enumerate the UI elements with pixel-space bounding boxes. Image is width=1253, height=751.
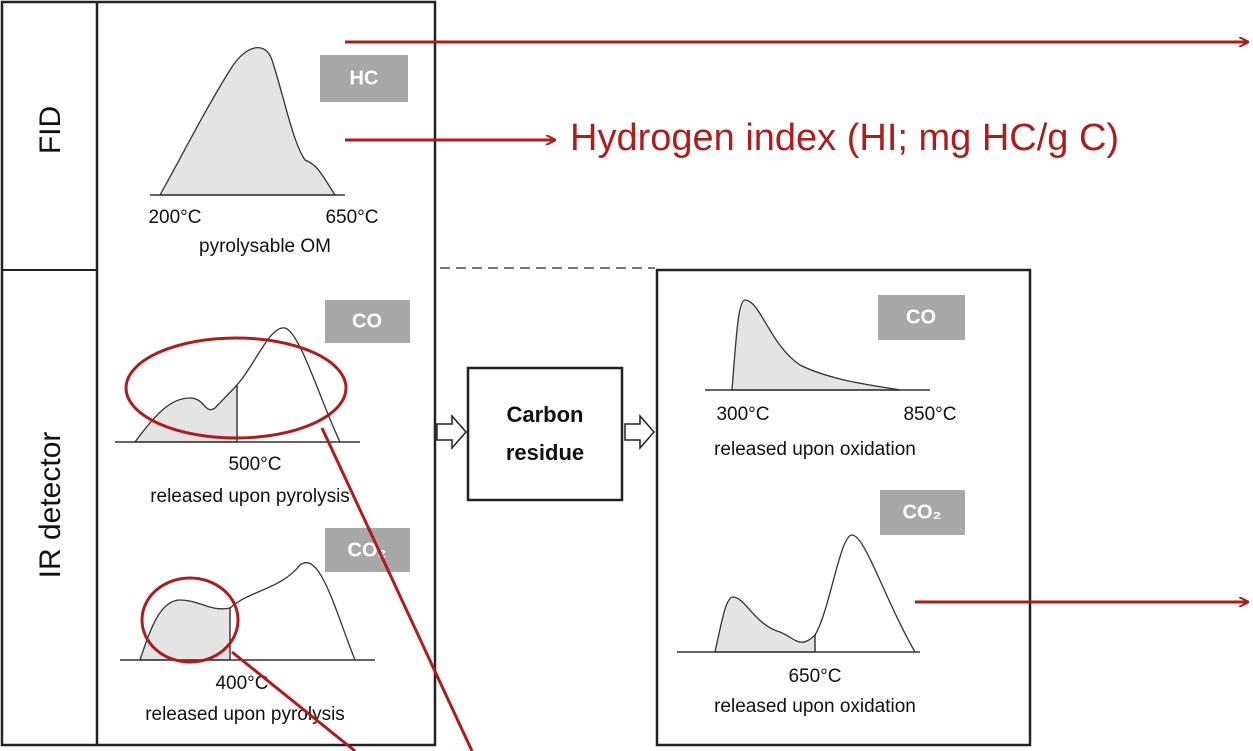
tag: CO₂ [348, 539, 387, 561]
flow-arrow [436, 414, 467, 450]
oxidation-frame [655, 268, 1032, 747]
caption: released upon oxidation [714, 696, 916, 717]
label: 400°C [215, 673, 268, 694]
tag-box [320, 55, 408, 102]
leader [320, 427, 474, 751]
label: 500°C [228, 454, 281, 475]
peak [714, 596, 816, 653]
tag-box [878, 295, 965, 340]
peak [731, 299, 901, 391]
residue-label: Carbon [507, 402, 584, 427]
peak [814, 534, 916, 653]
tag-box [325, 300, 410, 343]
caption: released upon oxidation [714, 439, 916, 460]
residue-box [466, 366, 624, 502]
detector-label: FID [34, 106, 67, 154]
flow-arrow [624, 414, 655, 450]
label: 650°C [788, 666, 841, 687]
tag: HC [350, 67, 379, 89]
tag-box [325, 528, 410, 572]
caption: released upon pyrolysis [145, 704, 345, 725]
label: 850°C [903, 404, 956, 425]
pyrolysis-frame [0, 0, 437, 747]
highlight [124, 336, 348, 440]
peak [133, 383, 238, 443]
leader [231, 650, 356, 751]
peak [158, 47, 337, 196]
peak [236, 327, 341, 443]
caption: released upon pyrolysis [150, 486, 350, 507]
label: 300°C [716, 404, 769, 425]
tag: CO [352, 310, 382, 332]
label: 650°C [325, 207, 378, 228]
tag: CO₂ [903, 501, 942, 523]
highlight [140, 576, 240, 664]
tag-box [880, 490, 965, 535]
detector-label: IR detector [34, 432, 67, 579]
tag: CO [906, 306, 936, 328]
caption: pyrolysable OM [199, 236, 331, 257]
peak [229, 562, 356, 661]
residue-label: residue [506, 440, 584, 465]
peak [139, 599, 231, 661]
label: 200°C [148, 207, 201, 228]
annotation: Hydrogen index (HI; mg HC/g C) [570, 117, 1119, 159]
